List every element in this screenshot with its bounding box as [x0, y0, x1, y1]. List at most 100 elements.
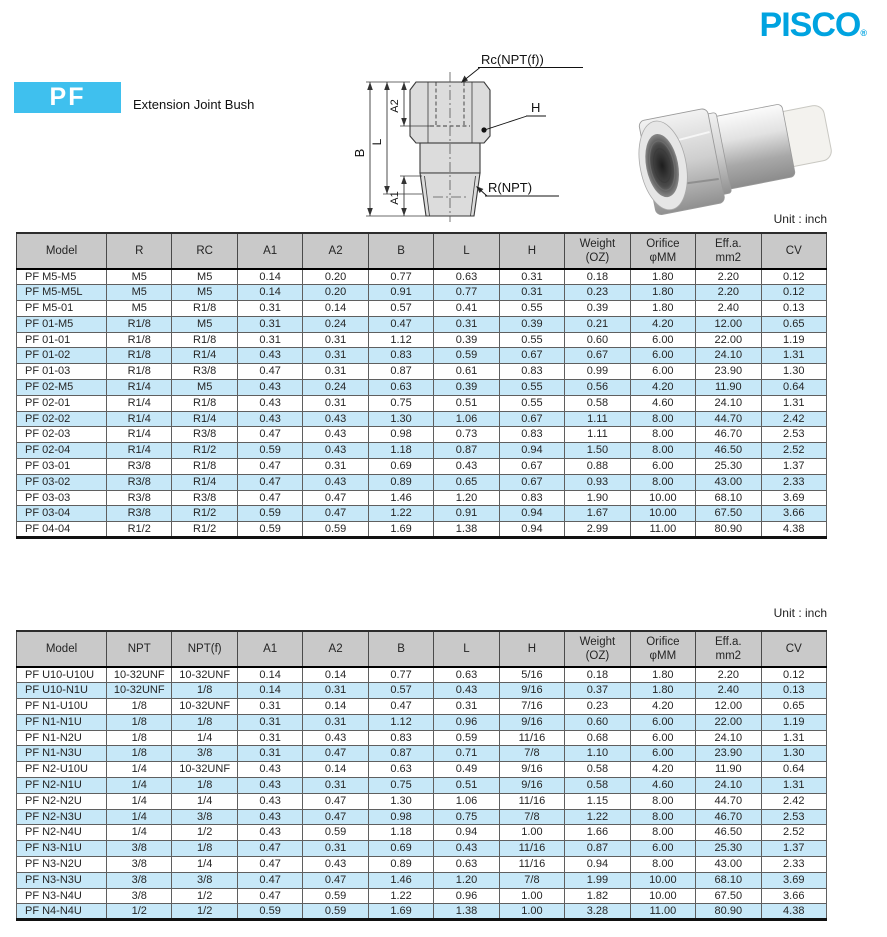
cell-value: 0.49 [433, 761, 500, 779]
cell-value: 0.37 [564, 682, 631, 700]
cell-value: 0.43 [433, 840, 500, 858]
cell-model: PF N3-N1U [16, 840, 107, 858]
cell-value: 0.31 [236, 331, 304, 349]
cell-value: 3.66 [760, 887, 828, 905]
cell-value: 0.61 [433, 363, 500, 381]
dimension-arrows [367, 75, 484, 216]
cell-value: 25.30 [695, 840, 762, 858]
cell-value: 0.71 [433, 745, 500, 763]
table-header-row: Model R RC A1 A2 B L H Weight (OZ) Orifice φMM Eff… [16, 232, 828, 270]
label-dim-b: B [352, 149, 367, 158]
cell-value: 0.93 [564, 473, 631, 491]
cell-value: 0.41 [433, 300, 500, 317]
cell-value: 2.53 [760, 808, 828, 826]
cell-value: 1/8 [171, 713, 238, 731]
cell-value: 0.83 [498, 363, 566, 381]
cell-value: 0.31 [236, 729, 304, 747]
cell-value: 11.90 [695, 379, 762, 396]
cell-value: R1/2 [171, 442, 238, 460]
cell-value: 24.10 [695, 347, 762, 365]
table-row: PF 03-02 R3/8 R1/4 0.47 0.43 0.89 0.65 0.67 0.93… [16, 473, 828, 491]
cell-value: 6.00 [629, 729, 697, 747]
cell-value: M5 [105, 284, 173, 302]
cell-value: 0.77 [433, 284, 500, 302]
table-row: PF N4-N4U 1/2 1/2 0.59 0.59 1.69 1.38 1.00 3.28 1… [16, 903, 828, 921]
table-row: PF 03-03 R3/8 R3/8 0.47 0.47 1.46 1.20 0.83 1.90… [16, 489, 828, 507]
cell-value: 4.60 [629, 394, 697, 412]
column-header: Eff.a. mm2 [695, 630, 762, 668]
cell-value: M5 [105, 268, 173, 286]
cell-value: 0.98 [367, 808, 435, 826]
cell-model: PF U10-N1U [16, 682, 107, 700]
cell-value: 0.14 [302, 666, 369, 684]
table-row: PF N3-N3U 3/8 3/8 0.47 0.47 1.46 1.20 7/8 1.99 10… [16, 871, 828, 889]
cell-value: 0.89 [367, 473, 435, 491]
cell-value: 7/8 [498, 808, 566, 826]
cell-value: 80.90 [695, 903, 762, 921]
cell-value: 0.13 [760, 682, 828, 700]
cell-value: 10.00 [629, 489, 697, 507]
cell-value: 1.50 [564, 442, 631, 460]
cell-value: 4.38 [760, 903, 828, 921]
cell-value: 7/8 [498, 745, 566, 763]
label-hex: H [531, 100, 540, 115]
table-row: PF N2-N3U 1/4 3/8 0.43 0.47 0.98 0.75 7/8 1.22 8.… [16, 808, 828, 826]
column-header: B [367, 232, 435, 270]
cell-value: 46.50 [695, 442, 762, 460]
cell-value: 0.55 [498, 331, 566, 349]
cell-value: 12.00 [695, 315, 762, 333]
cell-model: PF N1-N3U [16, 745, 107, 763]
cell-value: 7/8 [498, 871, 566, 889]
cell-value: 0.60 [564, 331, 631, 349]
cell-value: 0.43 [236, 410, 304, 428]
cell-value: R1/8 [105, 315, 173, 333]
cell-value: 0.43 [236, 824, 304, 842]
cell-value: R1/4 [105, 379, 173, 396]
cell-value: 2.42 [760, 410, 828, 428]
cell-value: 10-32UNF [105, 682, 173, 700]
cell-value: 1.12 [367, 331, 435, 349]
cell-value: 0.73 [433, 426, 500, 444]
cell-value: 1/4 [105, 777, 173, 794]
cell-value: 67.50 [695, 887, 762, 905]
table-row: PF N1-U10U 1/8 10-32UNF 0.31 0.14 0.47 0.31 7/1… [16, 698, 828, 715]
cell-value: 0.47 [236, 426, 304, 444]
column-header: A2 [302, 630, 369, 668]
cell-value: 2.40 [695, 682, 762, 700]
cell-value: 0.18 [564, 666, 631, 684]
cell-value: 0.39 [433, 331, 500, 349]
table-row: PF 02-04 R1/4 R1/2 0.59 0.43 1.18 0.87 0.94 1.50… [16, 442, 828, 460]
column-header: H [498, 232, 566, 270]
cell-value: 1/8 [171, 682, 238, 700]
cell-value: 11/16 [498, 792, 566, 810]
cell-value: 0.67 [498, 347, 566, 365]
table-row: PF 02-03 R1/4 R3/8 0.47 0.43 0.98 0.73 0.83 1.11… [16, 426, 828, 444]
cell-value: 0.59 [236, 521, 304, 539]
cell-value: 0.31 [302, 713, 369, 731]
table-row: PF U10-U10U 10-32UNF 10-32UNF 0.14 0.14 0.77 0… [16, 666, 828, 684]
cell-value: 1.69 [367, 521, 435, 539]
table-row: PF 02-M5 R1/4 M5 0.43 0.24 0.63 0.39 0.55 0.56 4.… [16, 379, 828, 396]
cell-value: 0.31 [302, 347, 369, 365]
cell-value: 3/8 [171, 871, 238, 889]
cell-value: 0.14 [302, 761, 369, 779]
cell-value: 0.94 [498, 442, 566, 460]
cell-value: 1.31 [760, 777, 828, 794]
table-row: PF N2-U10U 1/4 10-32UNF 0.43 0.14 0.63 0.49 9/1… [16, 761, 828, 779]
cell-value: 1.15 [564, 792, 631, 810]
cell-value: 4.20 [629, 761, 697, 779]
cell-value: 1.30 [760, 363, 828, 381]
cell-value: 0.65 [433, 473, 500, 491]
cell-model: PF M5-M5L [16, 284, 107, 302]
cell-value: 0.91 [433, 505, 500, 523]
cell-value: 0.43 [433, 682, 500, 700]
cell-value: 0.43 [302, 856, 369, 873]
label-dim-a2: A2 [389, 99, 401, 112]
cell-value: 0.14 [236, 682, 304, 700]
cell-value: 0.47 [236, 458, 304, 475]
cell-model: PF N2-N1U [16, 777, 107, 794]
cell-value: 0.31 [498, 268, 566, 286]
cell-value: 9/16 [498, 761, 566, 779]
cell-value: 0.14 [236, 666, 304, 684]
cell-value: 0.59 [302, 824, 369, 842]
